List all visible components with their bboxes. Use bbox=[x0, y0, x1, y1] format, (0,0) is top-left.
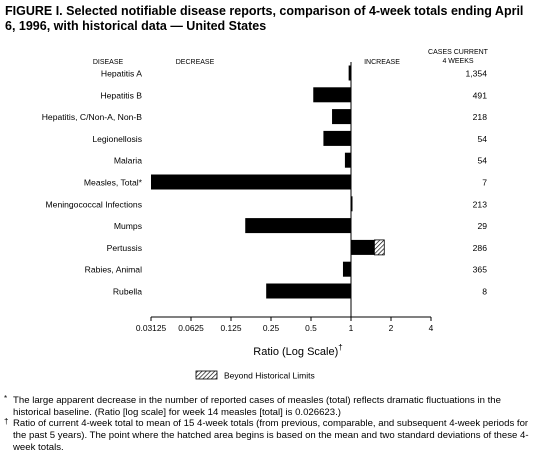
x-tick-label: 4 bbox=[429, 323, 434, 333]
x-tick-label: 0.25 bbox=[263, 323, 280, 333]
category-label: Mumps bbox=[114, 221, 142, 231]
category-label: Hepatitis A bbox=[101, 69, 142, 79]
cases-count: 8 bbox=[482, 287, 487, 297]
figure-title: FIGURE I. Selected notifiable disease re… bbox=[5, 4, 524, 33]
category-label: Measles, Total* bbox=[84, 178, 143, 188]
cases-count: 286 bbox=[473, 243, 488, 253]
header-increase: INCREASE bbox=[364, 59, 400, 66]
category-label: Legionellosis bbox=[92, 134, 142, 144]
footnote-ratio: † Ratio of current 4-week total to mean o… bbox=[4, 417, 532, 453]
cases-count: 54 bbox=[477, 134, 487, 144]
footnote-measles: * The large apparent decrease in the numb… bbox=[4, 394, 532, 418]
cases-count: 213 bbox=[473, 199, 488, 209]
bar bbox=[245, 218, 351, 234]
bar bbox=[332, 109, 351, 125]
category-label: Malaria bbox=[114, 156, 142, 166]
bar bbox=[151, 174, 351, 190]
cases-count: 7 bbox=[482, 178, 487, 188]
chart-area: DISEASE DECREASE INCREASE CASES CURRENT … bbox=[42, 49, 489, 381]
category-label: Rabies, Animal bbox=[85, 265, 142, 275]
bar bbox=[351, 239, 375, 255]
x-tick-label: 0.03125 bbox=[136, 323, 167, 333]
header-cases-line2: 4 WEEKS bbox=[442, 58, 473, 65]
bar bbox=[313, 87, 351, 103]
x-tick-label: 0.5 bbox=[305, 323, 317, 333]
cases-count: 54 bbox=[477, 156, 487, 166]
chart-rows: Hepatitis A 1,354 Hepatitis B 491 Hepatitis,… bbox=[42, 65, 488, 299]
x-tick-label: 2 bbox=[389, 323, 394, 333]
bar bbox=[266, 283, 351, 299]
x-tick-label: 0.125 bbox=[221, 323, 242, 333]
x-axis: 0.03125 0.0625 0.125 0.25 0.5 1 2 4 bbox=[136, 62, 434, 333]
legend-swatch-hatched bbox=[195, 370, 218, 380]
bar bbox=[348, 65, 351, 81]
x-tick-label: 1 bbox=[349, 323, 354, 333]
category-label: Hepatitis, C/Non-A, Non-B bbox=[42, 112, 143, 122]
cases-count: 29 bbox=[477, 221, 487, 231]
bar bbox=[323, 130, 351, 146]
bar bbox=[342, 261, 351, 277]
x-axis-label: Ratio (Log Scale)† bbox=[253, 343, 342, 358]
category-label: Meningococcal Infections bbox=[46, 199, 143, 209]
bar bbox=[351, 196, 353, 212]
bar bbox=[344, 152, 351, 168]
legend-label: Beyond Historical Limits bbox=[224, 371, 315, 381]
footnote-mark: * bbox=[4, 394, 8, 403]
footnote-text: The large apparent decrease in the numbe… bbox=[13, 395, 501, 418]
header-decrease: DECREASE bbox=[176, 59, 215, 66]
header-cases-line1: CASES CURRENT bbox=[428, 49, 489, 56]
cases-count: 491 bbox=[473, 90, 488, 100]
cases-count: 218 bbox=[473, 112, 488, 122]
footnote-text: Ratio of current 4-week total to mean of… bbox=[13, 418, 529, 453]
category-label: Rubella bbox=[113, 287, 142, 297]
category-label: Pertussis bbox=[107, 243, 142, 253]
x-tick-label: 0.0625 bbox=[178, 323, 204, 333]
footnotes: * The large apparent decrease in the numb… bbox=[4, 394, 532, 454]
cases-count: 365 bbox=[473, 265, 488, 275]
cases-count: 1,354 bbox=[465, 69, 487, 79]
bar-beyond-limits bbox=[373, 239, 385, 256]
category-label: Hepatitis B bbox=[100, 90, 142, 100]
header-disease: DISEASE bbox=[93, 59, 124, 66]
footnote-mark: † bbox=[4, 417, 9, 427]
